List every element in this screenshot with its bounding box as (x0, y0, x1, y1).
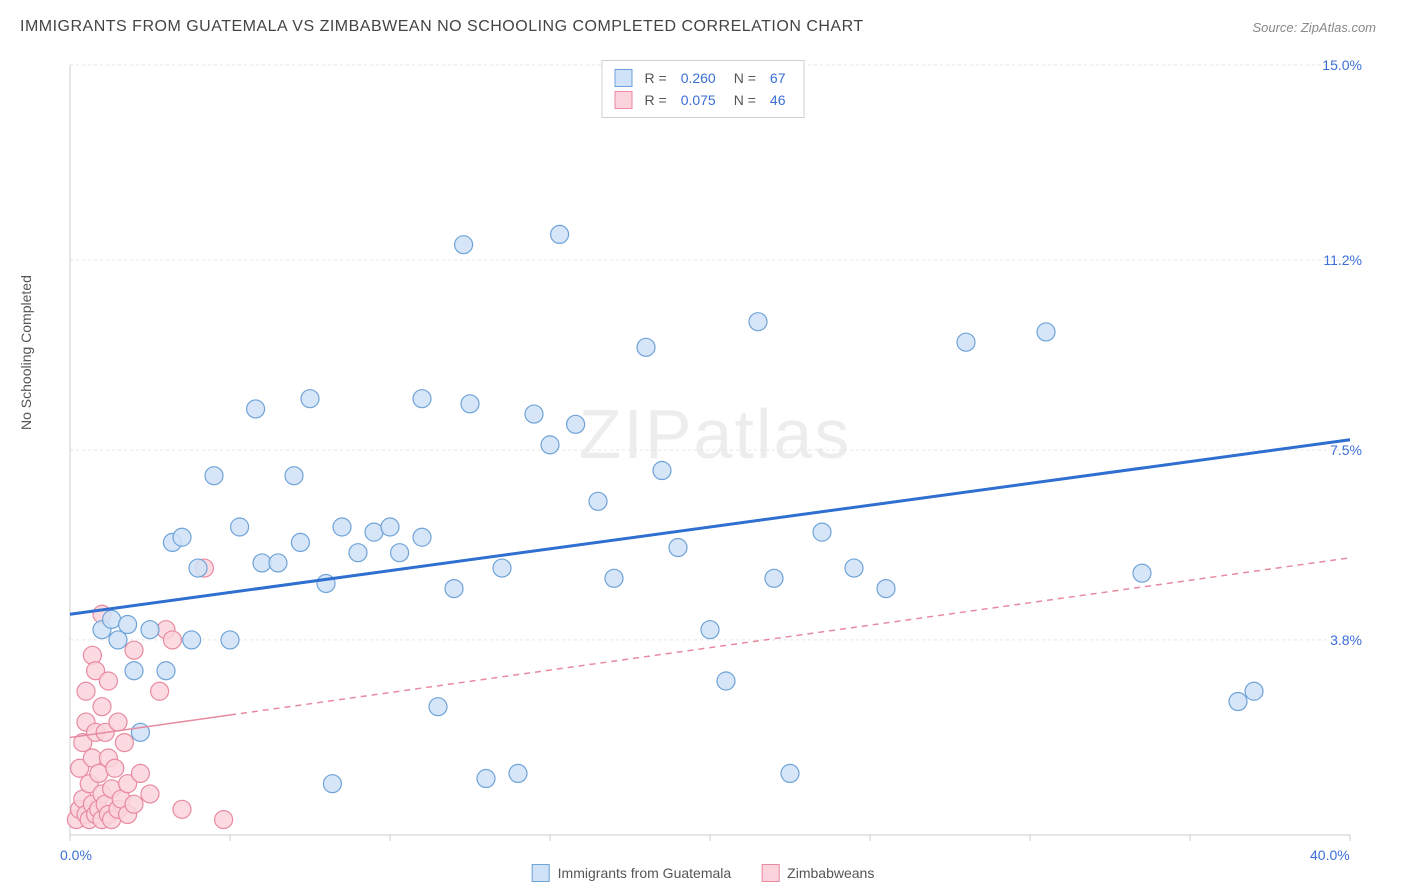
r-label: R = (645, 70, 667, 86)
legend-swatch (615, 91, 633, 109)
legend-label: Immigrants from Guatemala (558, 865, 732, 881)
r-value: 0.260 (681, 70, 716, 86)
page-title: IMMIGRANTS FROM GUATEMALA VS ZIMBABWEAN … (20, 18, 864, 36)
x-axis-origin-label: 0.0% (60, 847, 92, 863)
plot-area (60, 55, 1370, 845)
n-label: N = (734, 92, 756, 108)
n-label: N = (734, 70, 756, 86)
r-label: R = (645, 92, 667, 108)
y-axis-label: No Schooling Completed (18, 275, 34, 430)
legend-row: R = 0.075 N = 46 (615, 89, 792, 111)
legend-row: R = 0.260 N = 67 (615, 67, 792, 89)
y-tick-label: 15.0% (1312, 57, 1362, 73)
x-axis-max-label: 40.0% (1310, 847, 1350, 863)
legend-series: Immigrants from Guatemala Zimbabweans (532, 864, 875, 882)
legend-item: Immigrants from Guatemala (532, 864, 732, 882)
legend-swatch (615, 69, 633, 87)
source-credit: Source: ZipAtlas.com (1252, 20, 1376, 35)
legend-correlation: R = 0.260 N = 67 R = 0.075 N = 46 (602, 60, 805, 118)
legend-swatch (761, 864, 779, 882)
n-value: 67 (770, 70, 786, 86)
r-value: 0.075 (681, 92, 716, 108)
legend-swatch (532, 864, 550, 882)
scatter-chart: ZIPatlas 0.0%40.0%3.8%7.5%11.2%15.0% (60, 55, 1370, 845)
y-tick-label: 3.8% (1312, 632, 1362, 648)
legend-item: Zimbabweans (761, 864, 874, 882)
n-value: 46 (770, 92, 786, 108)
y-tick-label: 7.5% (1312, 442, 1362, 458)
legend-label: Zimbabweans (787, 865, 874, 881)
y-tick-label: 11.2% (1312, 252, 1362, 268)
